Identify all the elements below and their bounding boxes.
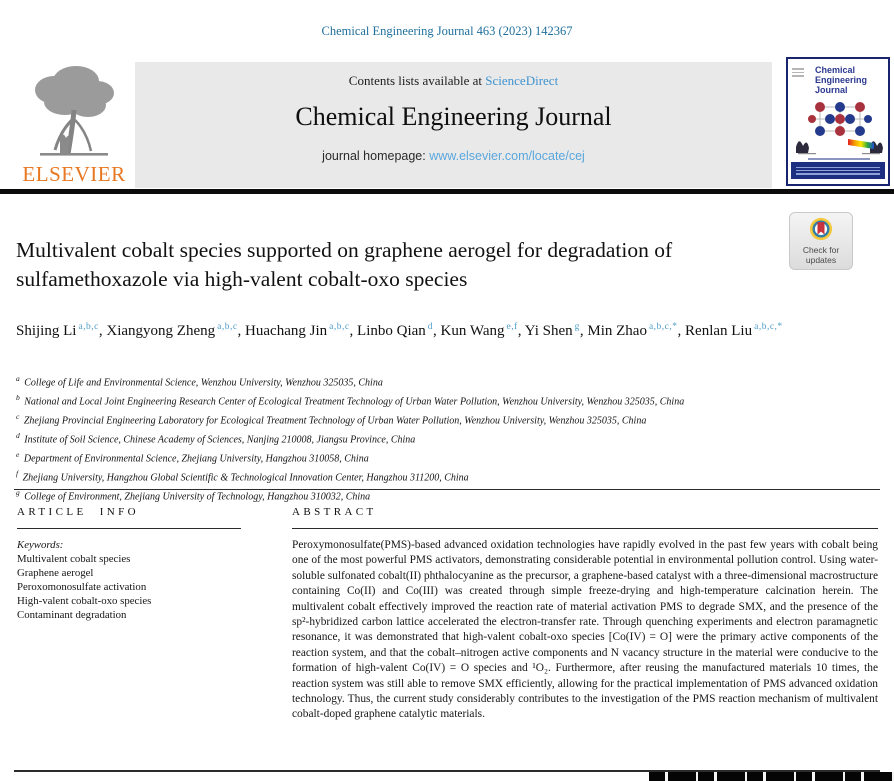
journal-header-banner: Contents lists available at ScienceDirec… — [135, 62, 772, 188]
affiliation: e Department of Environmental Science, Z… — [16, 448, 878, 467]
affiliation-text: Zhejiang University, Hangzhou Global Sci… — [20, 472, 469, 484]
author: Huachang Jin a,b,c — [245, 322, 350, 339]
footer-divider — [14, 770, 880, 772]
homepage-url-link[interactable]: www.elsevier.com/locate/cej — [429, 149, 585, 163]
section-divider — [14, 489, 880, 490]
affiliation: g College of Environment, Zhejiang Unive… — [16, 486, 878, 505]
author: Linbo Qian d — [357, 322, 434, 339]
keywords-label: Keywords: — [17, 539, 64, 551]
keyword: Peroxomonosulfate activation — [17, 581, 147, 593]
affiliation-text: College of Environment, Zhejiang Univers… — [21, 491, 371, 503]
affiliation-sup: d — [16, 431, 20, 441]
author: Yi Shen g — [524, 322, 580, 339]
author-affiliation-sup: a,b,c — [217, 322, 238, 332]
article-info-heading: ARTICLE INFO — [17, 506, 139, 518]
author-affiliation-sup: d — [427, 322, 434, 332]
affiliation-sup: a — [16, 374, 20, 383]
article-info-rule — [17, 528, 241, 529]
contents-line-prefix: Contents lists available at — [348, 73, 486, 88]
abstract-text: Peroxymonosulfate(PMS)-based advanced ox… — [292, 539, 878, 721]
affiliation-text: College of Life and Environmental Scienc… — [21, 377, 383, 389]
author: Xiangyong Zheng a,b,c — [106, 322, 238, 339]
affiliation-sup: b — [16, 393, 20, 403]
affiliation: b National and Local Joint Engineering R… — [16, 391, 878, 410]
elsevier-wordmark: ELSEVIER — [22, 162, 126, 186]
author-affiliation-sup: a,b,c,* — [648, 322, 678, 332]
elsevier-tree-icon — [35, 66, 114, 156]
elsevier-logo: ELSEVIER — [14, 60, 134, 188]
redaction-bar — [649, 772, 894, 781]
journal-name: Chemical Engineering Journal — [295, 102, 612, 131]
affiliation-text: National and Local Joint Engineering Res… — [21, 396, 685, 408]
affiliation-text: Zhejiang Provincial Engineering Laborato… — [21, 415, 647, 427]
affiliation-sup: e — [16, 450, 20, 460]
keyword: Contaminant degradation — [17, 609, 127, 621]
cover-volume-info — [791, 66, 805, 79]
affiliation-text: Department of Environmental Science, Zhe… — [21, 453, 369, 465]
author-affiliation-sup: g — [574, 322, 580, 332]
author-affiliation-sup: a,b,c — [329, 322, 350, 332]
affiliation: f Zhejiang University, Hangzhou Global S… — [16, 467, 878, 486]
check-for-updates-label: Check for updates — [802, 245, 840, 265]
affiliation: c Zhejiang Provincial Engineering Labora… — [16, 410, 878, 429]
abstract-rule — [292, 528, 878, 529]
author-affiliation-sup: e,f — [506, 322, 518, 332]
author: Shijing Li a,b,c — [16, 322, 99, 339]
homepage-label: journal homepage: — [322, 149, 430, 163]
check-for-updates-badge[interactable]: Check for updates — [789, 212, 853, 270]
journal-citation[interactable]: Chemical Engineering Journal 463 (2023) … — [321, 24, 573, 38]
abstract-heading: ABSTRACT — [292, 506, 377, 518]
cover-footer-bar — [791, 162, 885, 179]
affiliation: a College of Life and Environmental Scie… — [16, 372, 878, 391]
cover-title: Chemical Engineering Journal — [815, 65, 868, 95]
author-affiliation-sup: a,b,c — [78, 322, 99, 332]
author: Kun Wang e,f — [440, 322, 518, 339]
affiliation-sup: f — [16, 469, 19, 479]
keyword: Multivalent cobalt species — [17, 553, 131, 565]
contents-line: Contents lists available at ScienceDirec… — [135, 62, 772, 89]
affiliation: d Institute of Soil Science, Chinese Aca… — [16, 429, 878, 448]
cover-molecule-art — [796, 102, 883, 155]
header-divider — [0, 189, 894, 194]
keyword-list: Multivalent cobalt species Graphene aerog… — [17, 552, 241, 622]
journal-cover-thumbnail[interactable]: Chemical Engineering Journal — [786, 57, 890, 186]
keyword: Graphene aerogel — [17, 567, 94, 579]
homepage-line: journal homepage: www.elsevier.com/locat… — [135, 149, 772, 163]
affiliation-text: Institute of Soil Science, Chinese Acade… — [21, 434, 416, 446]
keyword: High-valent cobalt-oxo species — [17, 595, 152, 607]
author-affiliation-sup: a,b,c,* — [754, 322, 783, 332]
author: Renlan Liu a,b,c,* — [685, 322, 783, 339]
affiliation-sup: c — [16, 412, 20, 422]
abstract-column: ABSTRACT Peroxymonosulfate(PMS)-based ad… — [292, 506, 878, 723]
author-list: Shijing Li a,b,c, Xiangyong Zheng a,b,c, H… — [16, 322, 783, 339]
sciencedirect-link[interactable]: ScienceDirect — [485, 73, 559, 88]
paper-title: Multivalent cobalt species supported on … — [16, 238, 673, 291]
affiliation-list: a College of Life and Environmental Scie… — [16, 372, 878, 505]
affiliation-sup: g — [16, 488, 20, 498]
author: Min Zhao a,b,c,* — [587, 322, 678, 339]
article-info-column: ARTICLE INFO Keywords: Multivalent cobal… — [17, 506, 241, 622]
check-updates-icon — [809, 217, 833, 241]
